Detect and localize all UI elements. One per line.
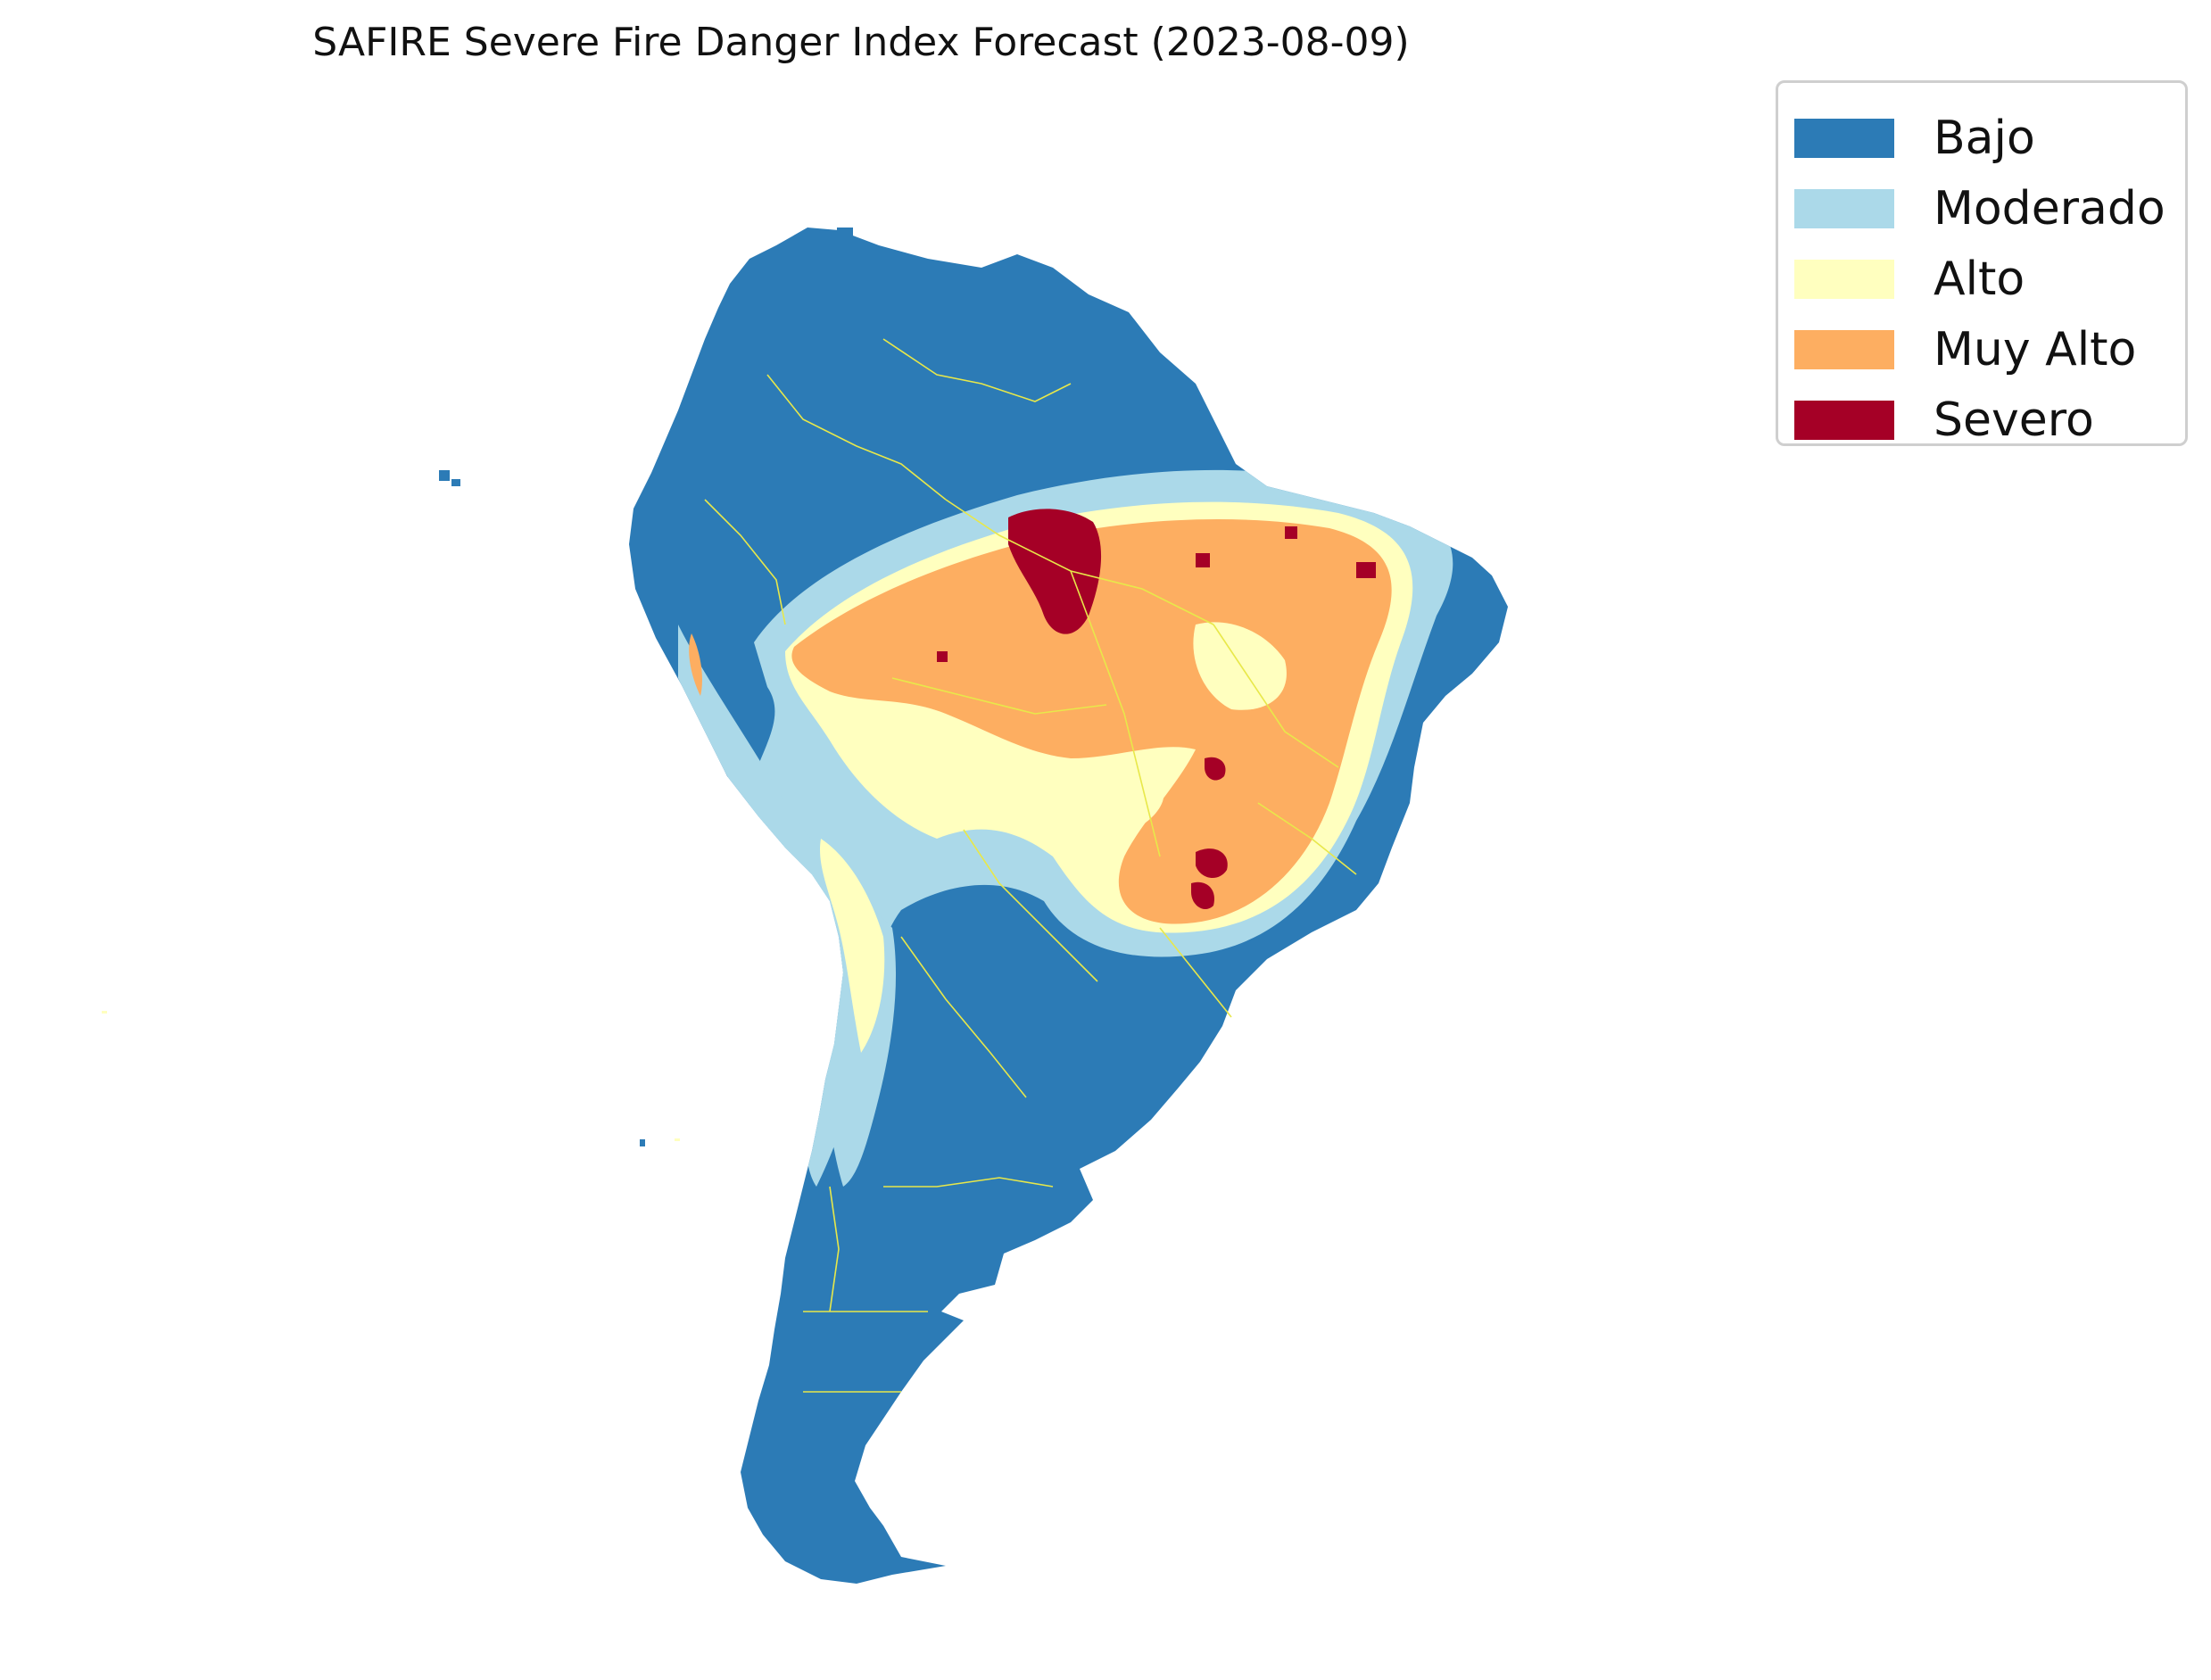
zone-severo-1 bbox=[1008, 509, 1102, 634]
zone-severo-2 bbox=[1196, 848, 1228, 879]
danger-zones bbox=[678, 469, 1453, 1187]
legend-label-moderado: Moderado bbox=[1934, 181, 2165, 236]
zone-severo-6 bbox=[1196, 553, 1210, 567]
admin-boundaries bbox=[704, 338, 1357, 1393]
zone-alto-andes bbox=[820, 839, 885, 1053]
legend-swatch-bajo bbox=[1794, 118, 1894, 158]
zone-severo-3 bbox=[1191, 881, 1214, 910]
zone-muy-alto-andes bbox=[689, 633, 702, 696]
zone-alto-inner bbox=[1017, 770, 1164, 838]
zone-severo-7 bbox=[937, 651, 948, 662]
legend-item-bajo: Bajo bbox=[1794, 103, 2169, 173]
legend-item-alto: Alto bbox=[1794, 244, 2169, 314]
legend-item-moderado: Moderado bbox=[1794, 173, 2169, 244]
legend-item-muy-alto: Muy Alto bbox=[1794, 314, 2169, 385]
zone-muy-alto bbox=[791, 519, 1392, 924]
legend-label-alto: Alto bbox=[1934, 252, 2025, 306]
map-title: SAFIRE Severe Fire Danger Index Forecast… bbox=[312, 20, 1410, 65]
legend-label-muy-alto: Muy Alto bbox=[1934, 322, 2137, 377]
legend-label-severo: Severo bbox=[1934, 393, 2094, 447]
legend-label-bajo: Bajo bbox=[1934, 111, 2035, 165]
legend-swatch-moderado bbox=[1794, 188, 1894, 228]
legend-item-severo: Severo bbox=[1794, 385, 2169, 455]
legend: Bajo Moderado Alto Muy Alto Severo bbox=[1776, 80, 2188, 447]
zone-moderado-andes bbox=[678, 625, 897, 1187]
legend-swatch-muy-alto bbox=[1794, 329, 1894, 369]
offshore-islands bbox=[102, 228, 853, 1146]
zone-severo-5 bbox=[1356, 562, 1376, 578]
legend-swatch-alto bbox=[1794, 259, 1894, 299]
zone-alto-inner-2 bbox=[1193, 622, 1287, 710]
zone-severo-8 bbox=[1285, 526, 1297, 539]
zone-severo-4 bbox=[1205, 757, 1226, 781]
legend-swatch-severo bbox=[1794, 400, 1894, 440]
